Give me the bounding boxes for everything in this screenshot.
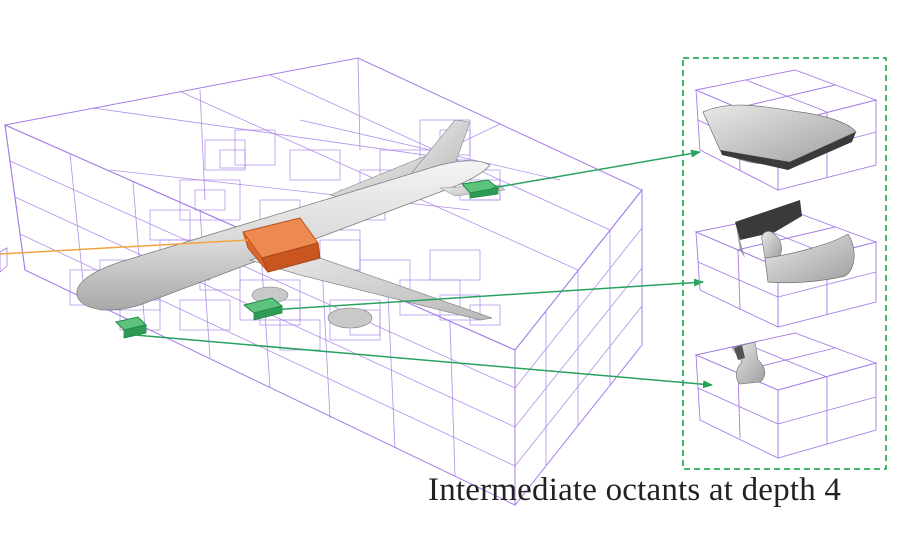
left-offscreen-octant bbox=[0, 247, 8, 273]
orange-arrow bbox=[0, 239, 249, 255]
green-arrow-middle bbox=[269, 278, 704, 311]
green-arrow-bottom bbox=[134, 334, 713, 389]
highlighted-octant bbox=[242, 217, 321, 273]
leaf-octant-wing bbox=[461, 179, 500, 199]
green-arrow-top bbox=[491, 149, 701, 189]
figure-caption: Intermediate octants at depth 4 bbox=[428, 472, 842, 508]
leaf-octant-engine bbox=[115, 316, 147, 339]
engine-pylon-patch-icon bbox=[731, 341, 766, 385]
fuselage-wing-junction-patch-icon bbox=[735, 200, 855, 284]
zoom-panel bbox=[682, 57, 887, 470]
zoom-octant-3 bbox=[694, 332, 878, 459]
wing-surface-patch-icon bbox=[702, 104, 857, 170]
